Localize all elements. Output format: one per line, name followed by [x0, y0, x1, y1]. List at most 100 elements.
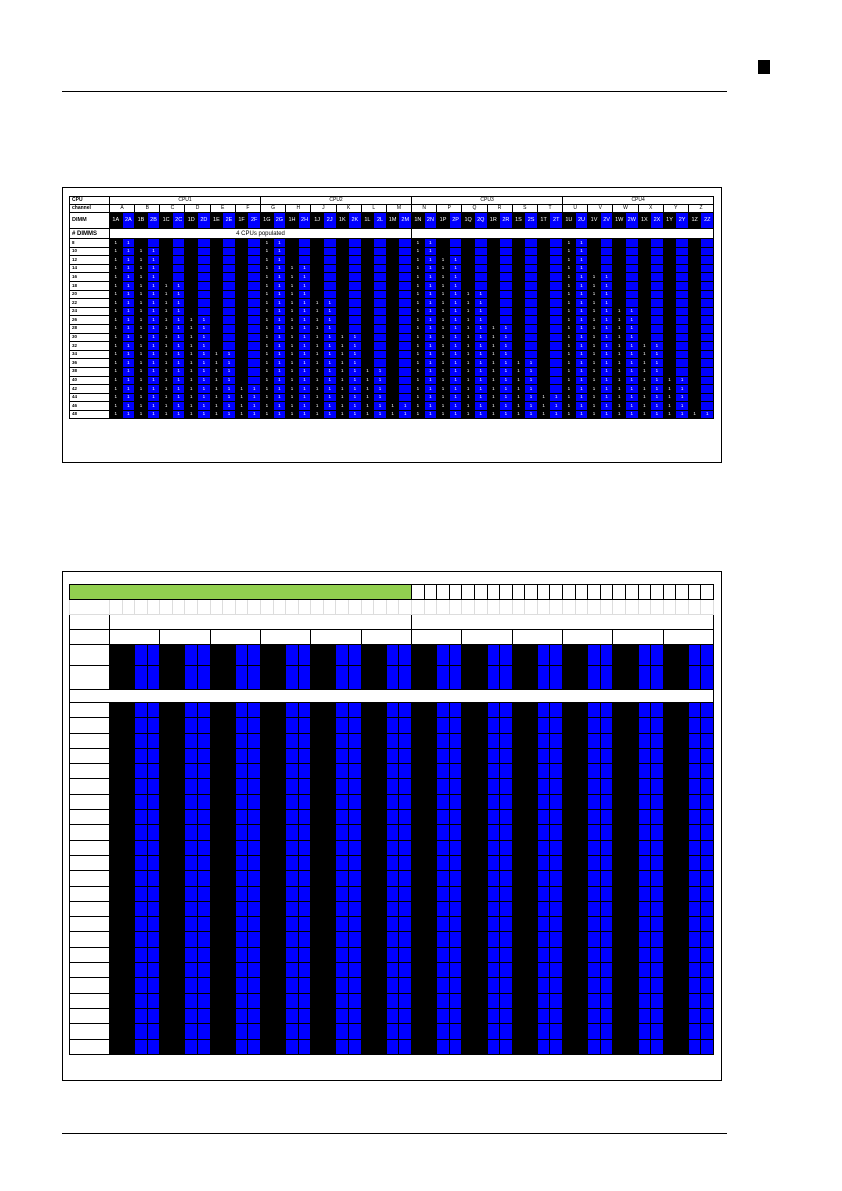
slot-cell — [562, 747, 576, 765]
slot-fill-cell — [385, 315, 400, 325]
slot-cell — [599, 809, 614, 826]
slot-cell — [549, 778, 564, 795]
slot-fill-cell: 1 — [360, 401, 375, 411]
slot-fill-cell — [511, 349, 526, 360]
slot-fill-cell: 1 — [159, 289, 173, 300]
slot-fill-cell — [373, 315, 387, 325]
slot-fill-cell: 1 — [222, 366, 236, 377]
slot-fill-cell: 1 — [612, 375, 626, 386]
dimm-count-row: 40 1 1 1 1 1 1 1 1 1 1 1 1 1 1 1 1 1 1 1 1 1 1 1 1 1 1 1 1 1 1 1 1 1 1 1 1 1 1… — [69, 375, 715, 386]
slot-cell — [675, 946, 689, 964]
slot-cell — [536, 992, 551, 1009]
row-label-cell — [69, 644, 110, 666]
slot-cell — [662, 665, 677, 690]
slot-fill-cell: 1 — [448, 358, 463, 368]
slot-fill-cell — [348, 280, 362, 291]
slot-cell — [474, 885, 488, 902]
slot-fill-cell: 1 — [348, 332, 362, 343]
slot-cell — [259, 701, 274, 719]
slot-cell — [599, 870, 614, 887]
slot-cell — [348, 763, 362, 780]
slot-fill-cell: 1 — [134, 375, 148, 386]
slot-cell — [624, 1007, 639, 1025]
slot-cell — [474, 900, 488, 918]
dimm-slot-header: 2A — [121, 212, 136, 229]
dimm-slot-header: 1V — [587, 212, 601, 229]
slot-fill-cell: 1 — [348, 401, 362, 411]
slot-fill-cell: 1 — [599, 366, 614, 377]
slot-cell — [700, 763, 714, 780]
slot-fill-cell: 1 — [134, 323, 148, 334]
slot-cell — [650, 962, 664, 979]
slot-cell — [272, 870, 287, 887]
slot-fill-cell: 1 — [159, 341, 173, 351]
slot-cell — [562, 900, 576, 918]
slot-cell — [549, 701, 564, 719]
slot-fill-cell: 1 — [171, 315, 186, 325]
slot-cell — [348, 962, 362, 979]
slot-cell — [109, 946, 123, 964]
grid-cell — [700, 599, 714, 615]
slot-fill-cell: 1 — [486, 409, 501, 420]
slot-fill-cell — [184, 272, 199, 282]
slot-fill-cell — [234, 246, 249, 257]
slot-cell — [285, 1007, 299, 1025]
slot-cell — [423, 732, 438, 749]
slot-cell — [171, 824, 186, 841]
row-label-cell — [69, 900, 110, 918]
slot-fill-cell — [650, 272, 664, 282]
slot-cell — [134, 885, 148, 902]
slot-fill-cell: 1 — [297, 323, 312, 334]
slot-cell — [259, 824, 274, 841]
channel-group-cell — [612, 629, 664, 645]
slot-fill-cell — [524, 255, 538, 265]
slot-fill-cell: 1 — [348, 341, 362, 351]
slot-cell — [612, 992, 626, 1009]
slot-cell — [322, 1038, 337, 1055]
slot-cell — [411, 916, 425, 933]
slot-cell — [259, 793, 274, 811]
slot-fill-cell — [398, 280, 413, 291]
slot-cell — [687, 1038, 702, 1055]
slot-fill-cell: 1 — [650, 375, 664, 386]
slot-fill-cell — [637, 255, 652, 265]
slot-cell — [700, 793, 714, 811]
slot-fill-cell — [637, 332, 652, 343]
dimm-slot-header: 1E — [209, 212, 224, 229]
slot-fill-cell: 1 — [448, 255, 463, 265]
slot-cell — [348, 900, 362, 918]
slot-fill-cell: 1 — [285, 409, 299, 420]
slot-fill-cell: 1 — [436, 280, 450, 291]
slot-fill-cell: 1 — [260, 401, 274, 411]
slot-fill-cell — [348, 298, 362, 308]
slot-cell — [222, 732, 236, 749]
slot-fill-cell: 1 — [285, 366, 299, 377]
slot-fill-cell: 1 — [222, 401, 236, 411]
slot-cell — [448, 732, 463, 749]
slot-cell — [184, 665, 199, 690]
slot-cell — [511, 885, 526, 902]
slot-cell — [197, 962, 211, 979]
slot-cell — [222, 854, 236, 872]
slot-fill-cell — [222, 280, 236, 291]
slot-fill-cell — [700, 366, 715, 377]
slot-cell — [259, 732, 274, 749]
dimm-count-row — [69, 885, 714, 902]
slot-cell — [234, 931, 249, 948]
slot-fill-cell — [511, 289, 526, 300]
slot-fill-cell: 1 — [222, 409, 236, 420]
slot-cell — [700, 854, 714, 872]
slot-cell — [247, 870, 261, 887]
slot-cell — [184, 1038, 199, 1055]
slot-cell — [461, 977, 475, 994]
slot-cell — [373, 962, 387, 979]
grid-cell — [662, 584, 677, 600]
slot-cell — [310, 854, 324, 872]
slot-cell — [398, 931, 413, 948]
slot-cell — [234, 992, 249, 1009]
slot-cell — [184, 870, 199, 887]
slot-cell — [134, 809, 148, 826]
slot-cell — [373, 916, 387, 933]
slot-fill-cell: 1 — [335, 409, 350, 420]
slot-fill-cell — [549, 272, 564, 282]
